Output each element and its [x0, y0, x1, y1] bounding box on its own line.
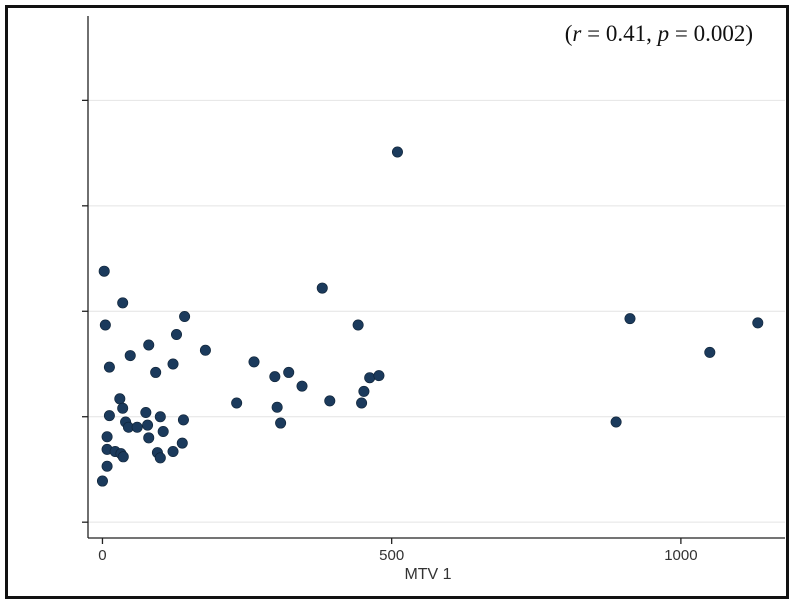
data-point	[96, 475, 108, 487]
data-point	[124, 350, 136, 362]
y-axis-ticks	[82, 99, 88, 523]
correlation-annotation-box	[498, 11, 762, 53]
data-point	[167, 358, 179, 370]
data-points	[96, 146, 764, 487]
annotation-r-symbol: r	[572, 21, 582, 46]
data-point	[356, 397, 368, 409]
data-point	[624, 313, 636, 325]
data-point	[150, 366, 162, 378]
data-point	[154, 411, 166, 423]
data-point	[752, 317, 764, 329]
data-point	[103, 410, 115, 422]
data-point	[167, 446, 179, 458]
data-point	[704, 346, 716, 358]
data-point	[142, 419, 154, 431]
annotation-open-paren: (	[565, 21, 573, 46]
data-point	[131, 421, 143, 433]
data-point	[117, 402, 129, 414]
data-point	[140, 407, 152, 419]
data-point	[358, 385, 370, 397]
data-point	[117, 451, 129, 463]
data-point	[143, 339, 155, 351]
data-point	[199, 344, 211, 356]
data-point	[176, 437, 188, 449]
data-point	[271, 401, 283, 413]
data-point	[157, 425, 169, 437]
data-point	[99, 319, 111, 331]
data-point	[283, 366, 295, 378]
data-point	[324, 395, 336, 407]
data-point	[177, 414, 189, 426]
data-point	[98, 265, 110, 277]
grid-lines	[88, 99, 785, 523]
data-point	[269, 371, 281, 383]
x-axis-ticks: 0 500 1000	[98, 538, 698, 564]
data-point	[231, 397, 243, 409]
data-point	[373, 370, 385, 382]
data-point	[275, 417, 287, 429]
data-point	[101, 460, 113, 472]
data-point	[179, 311, 191, 323]
annotation-p-symbol: p	[656, 21, 670, 46]
data-point	[117, 297, 129, 309]
data-point	[103, 361, 115, 373]
data-point	[101, 431, 113, 443]
data-point	[352, 319, 364, 331]
chart-frame	[5, 5, 789, 599]
x-tick-label: 1000	[664, 547, 697, 564]
data-point	[143, 432, 155, 444]
x-axis-title: MTV 1	[404, 566, 451, 583]
data-point	[154, 452, 166, 464]
data-point	[316, 282, 328, 294]
data-point	[296, 380, 308, 392]
annotation-r-value: = 0.41,	[581, 21, 657, 46]
data-point	[114, 393, 126, 405]
x-tick-label: 500	[379, 547, 404, 564]
x-tick-label: 0	[98, 547, 106, 564]
data-point	[391, 146, 403, 158]
correlation-annotation: (r = 0.41, p = 0.002)	[565, 21, 753, 46]
data-point	[248, 356, 260, 368]
data-point	[364, 372, 376, 384]
annotation-p-value: = 0.002)	[669, 21, 753, 46]
data-point	[610, 416, 622, 428]
data-point	[170, 328, 182, 340]
